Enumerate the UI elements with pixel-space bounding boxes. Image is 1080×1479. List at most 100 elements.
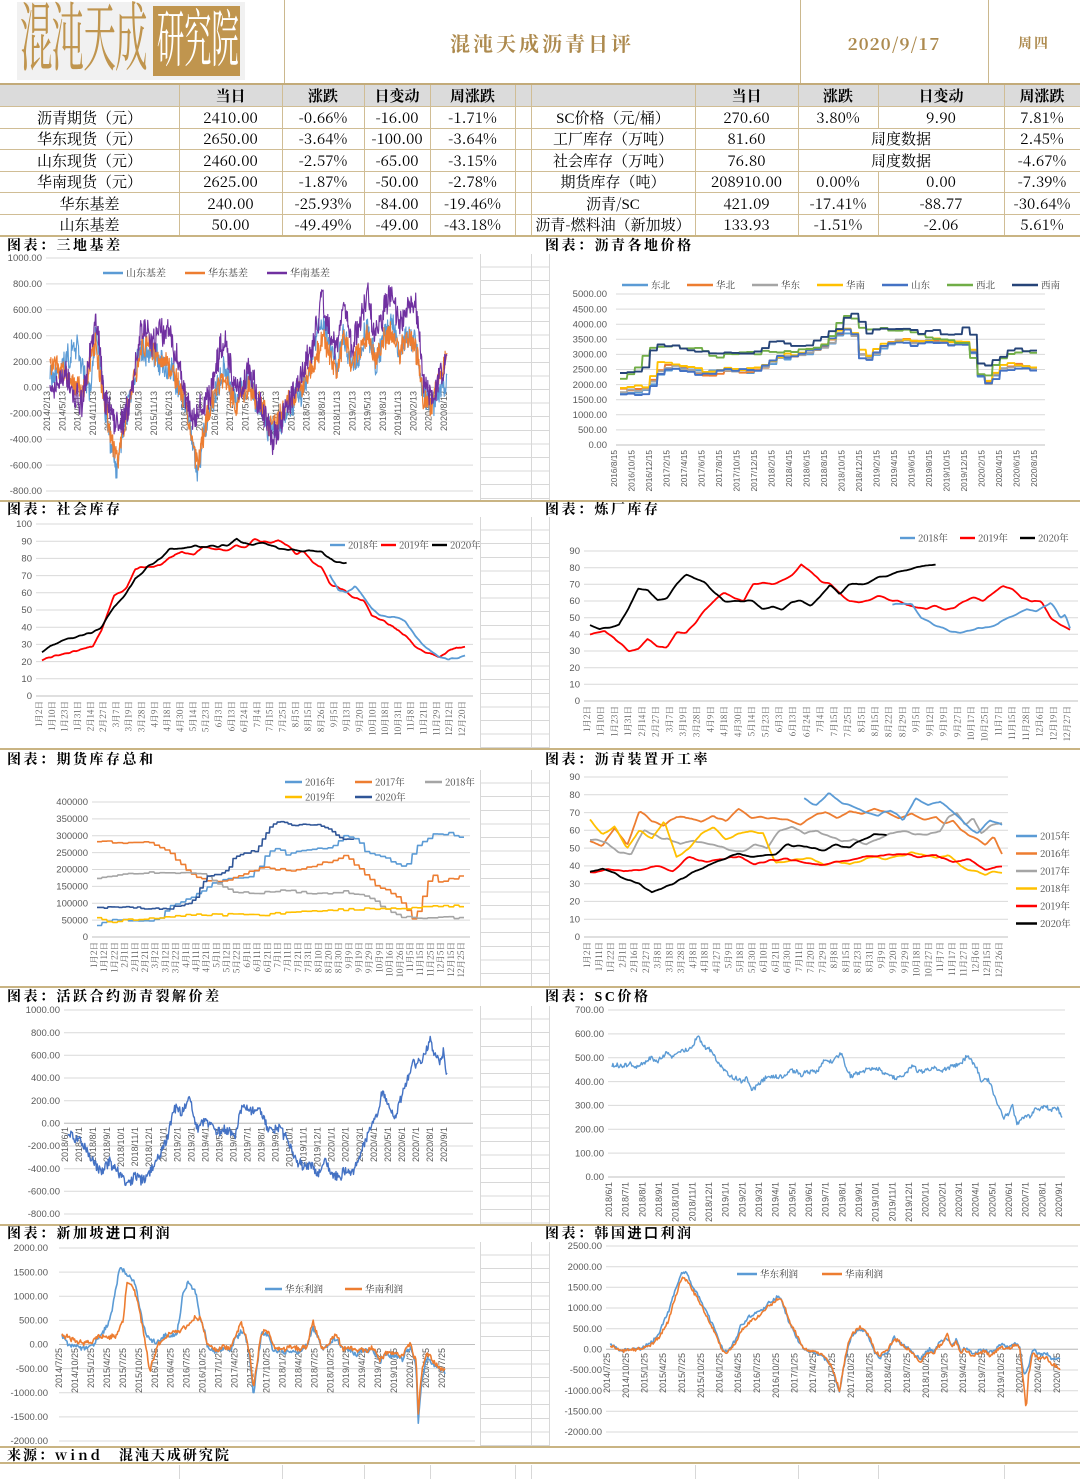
svg-text:2020/9/1: 2020/9/1	[439, 1127, 449, 1162]
svg-text:11月7日: 11月7日	[992, 706, 1004, 736]
svg-text:-800.00: -800.00	[10, 486, 42, 497]
svg-text:2020/5/1: 2020/5/1	[987, 1182, 997, 1217]
svg-text:2月21日: 2月21日	[139, 942, 151, 973]
svg-text:7月25日: 7月25日	[277, 701, 289, 732]
svg-text:2000.00: 2000.00	[14, 1243, 48, 1254]
svg-text:2020/3/1: 2020/3/1	[355, 1127, 365, 1162]
svg-text:200.00: 200.00	[575, 1125, 604, 1136]
svg-text:2018/6/1: 2018/6/1	[604, 1182, 614, 1217]
svg-text:12月15日: 12月15日	[445, 942, 457, 977]
svg-text:2020年: 2020年	[450, 538, 480, 552]
svg-text:8月15日: 8月15日	[840, 942, 852, 973]
svg-text:2016/4/25: 2016/4/25	[733, 1353, 743, 1393]
svg-text:2019/12/15: 2019/12/15	[959, 450, 969, 492]
svg-text:0.00: 0.00	[584, 1345, 603, 1356]
svg-text:4月18日: 4月18日	[161, 701, 173, 731]
svg-text:3月12日: 3月12日	[159, 942, 171, 972]
svg-text:50: 50	[569, 613, 580, 624]
svg-text:-2000.00: -2000.00	[10, 1436, 48, 1446]
svg-text:华东利润: 华东利润	[285, 1282, 324, 1296]
svg-text:2月14日: 2月14日	[84, 701, 96, 731]
svg-text:9月9日: 9月9日	[875, 942, 887, 969]
svg-text:9月19日: 9月19日	[938, 706, 950, 737]
svg-text:2019/9/1: 2019/9/1	[271, 1127, 281, 1162]
svg-text:2019/1/1: 2019/1/1	[721, 1182, 731, 1217]
svg-text:6月24日: 6月24日	[238, 701, 250, 732]
svg-text:2019/11/1: 2019/11/1	[299, 1127, 309, 1166]
svg-text:2019/2/1: 2019/2/1	[172, 1127, 182, 1162]
svg-text:60: 60	[569, 826, 580, 837]
svg-text:8月23日: 8月23日	[852, 942, 864, 973]
svg-text:2月27日: 2月27日	[640, 942, 652, 973]
svg-text:200.00: 200.00	[31, 1096, 60, 1107]
svg-text:11月17日: 11月17日	[946, 942, 958, 976]
svg-text:90: 90	[569, 546, 580, 557]
svg-text:350000: 350000	[56, 814, 88, 825]
svg-text:1500.00: 1500.00	[573, 395, 607, 406]
svg-text:2017/5/13: 2017/5/13	[241, 391, 251, 431]
svg-text:华北: 华北	[716, 278, 736, 292]
svg-text:华东基差: 华东基差	[208, 265, 248, 280]
svg-text:2020/7/1: 2020/7/1	[1021, 1182, 1031, 1217]
svg-text:4月30日: 4月30日	[174, 701, 186, 732]
svg-text:2500.00: 2500.00	[573, 365, 607, 376]
svg-text:华南基差: 华南基差	[290, 265, 330, 280]
svg-text:2018年: 2018年	[348, 538, 378, 552]
svg-text:1000.00: 1000.00	[14, 1292, 48, 1303]
svg-text:2017/12/15: 2017/12/15	[749, 450, 759, 492]
svg-text:20: 20	[21, 657, 32, 668]
svg-text:7月15日: 7月15日	[264, 701, 276, 731]
svg-text:2018/7/1: 2018/7/1	[74, 1127, 84, 1162]
svg-text:6月3日: 6月3日	[213, 701, 225, 727]
svg-text:6月1日: 6月1日	[241, 942, 253, 968]
svg-text:2019/4/25: 2019/4/25	[958, 1353, 968, 1393]
svg-text:2019年: 2019年	[305, 790, 335, 804]
svg-text:5月12日: 5月12日	[221, 942, 233, 973]
svg-text:90: 90	[569, 772, 580, 783]
svg-text:0.00: 0.00	[589, 440, 608, 451]
svg-text:800.00: 800.00	[31, 1028, 60, 1039]
svg-text:3月7日: 3月7日	[663, 706, 675, 732]
svg-text:20: 20	[569, 663, 580, 674]
svg-text:2019/11/1: 2019/11/1	[887, 1182, 897, 1221]
svg-text:12月26日: 12月26日	[993, 942, 1005, 977]
svg-text:2020/8/15: 2020/8/15	[1029, 450, 1039, 487]
svg-text:2016/7/25: 2016/7/25	[182, 1348, 192, 1388]
svg-text:4月27日: 4月27日	[711, 942, 723, 973]
svg-text:9月20日: 9月20日	[354, 701, 366, 732]
svg-text:2月16日: 2月16日	[628, 942, 640, 973]
svg-text:3500.00: 3500.00	[573, 335, 607, 346]
svg-text:山东: 山东	[911, 278, 931, 292]
svg-text:2019/5/1: 2019/5/1	[214, 1127, 224, 1162]
svg-text:5月14日: 5月14日	[746, 706, 758, 736]
svg-text:2018/10/1: 2018/10/1	[671, 1182, 681, 1222]
svg-text:600.00: 600.00	[575, 1029, 604, 1040]
svg-text:150000: 150000	[56, 882, 88, 893]
svg-text:-1000.00: -1000.00	[564, 1386, 602, 1397]
svg-text:5月30日: 5月30日	[746, 942, 758, 973]
svg-text:2014/11/13: 2014/11/13	[88, 391, 98, 435]
svg-text:2018/8/13: 2018/8/13	[317, 391, 327, 431]
svg-text:3月28日: 3月28日	[691, 706, 703, 737]
svg-text:1月22日: 1月22日	[605, 942, 617, 973]
svg-text:300.00: 300.00	[575, 1101, 604, 1112]
svg-text:5月23日: 5月23日	[200, 701, 212, 732]
svg-text:2017/11/13: 2017/11/13	[271, 391, 281, 435]
svg-text:2020/1/1: 2020/1/1	[921, 1182, 931, 1217]
svg-text:2018/10/15: 2018/10/15	[837, 450, 847, 492]
svg-text:2000.00: 2000.00	[573, 380, 607, 391]
svg-text:东北: 东北	[651, 278, 671, 292]
svg-text:11月7日: 11月7日	[934, 942, 946, 972]
svg-text:50: 50	[569, 843, 580, 854]
svg-text:2017/1/25: 2017/1/25	[790, 1353, 800, 1393]
svg-text:2020/1/25: 2020/1/25	[405, 1348, 415, 1388]
svg-text:40: 40	[569, 630, 580, 641]
svg-text:2017/4/25: 2017/4/25	[808, 1353, 818, 1393]
svg-text:8月15日: 8月15日	[869, 706, 881, 737]
svg-text:2017/2/15: 2017/2/15	[662, 450, 672, 487]
svg-text:6月13日: 6月13日	[787, 706, 799, 736]
svg-text:10月9日: 10月9日	[373, 942, 385, 973]
svg-text:9月5日: 9月5日	[328, 701, 340, 728]
svg-text:600.00: 600.00	[13, 305, 42, 316]
svg-text:2017/10/25: 2017/10/25	[262, 1348, 272, 1393]
